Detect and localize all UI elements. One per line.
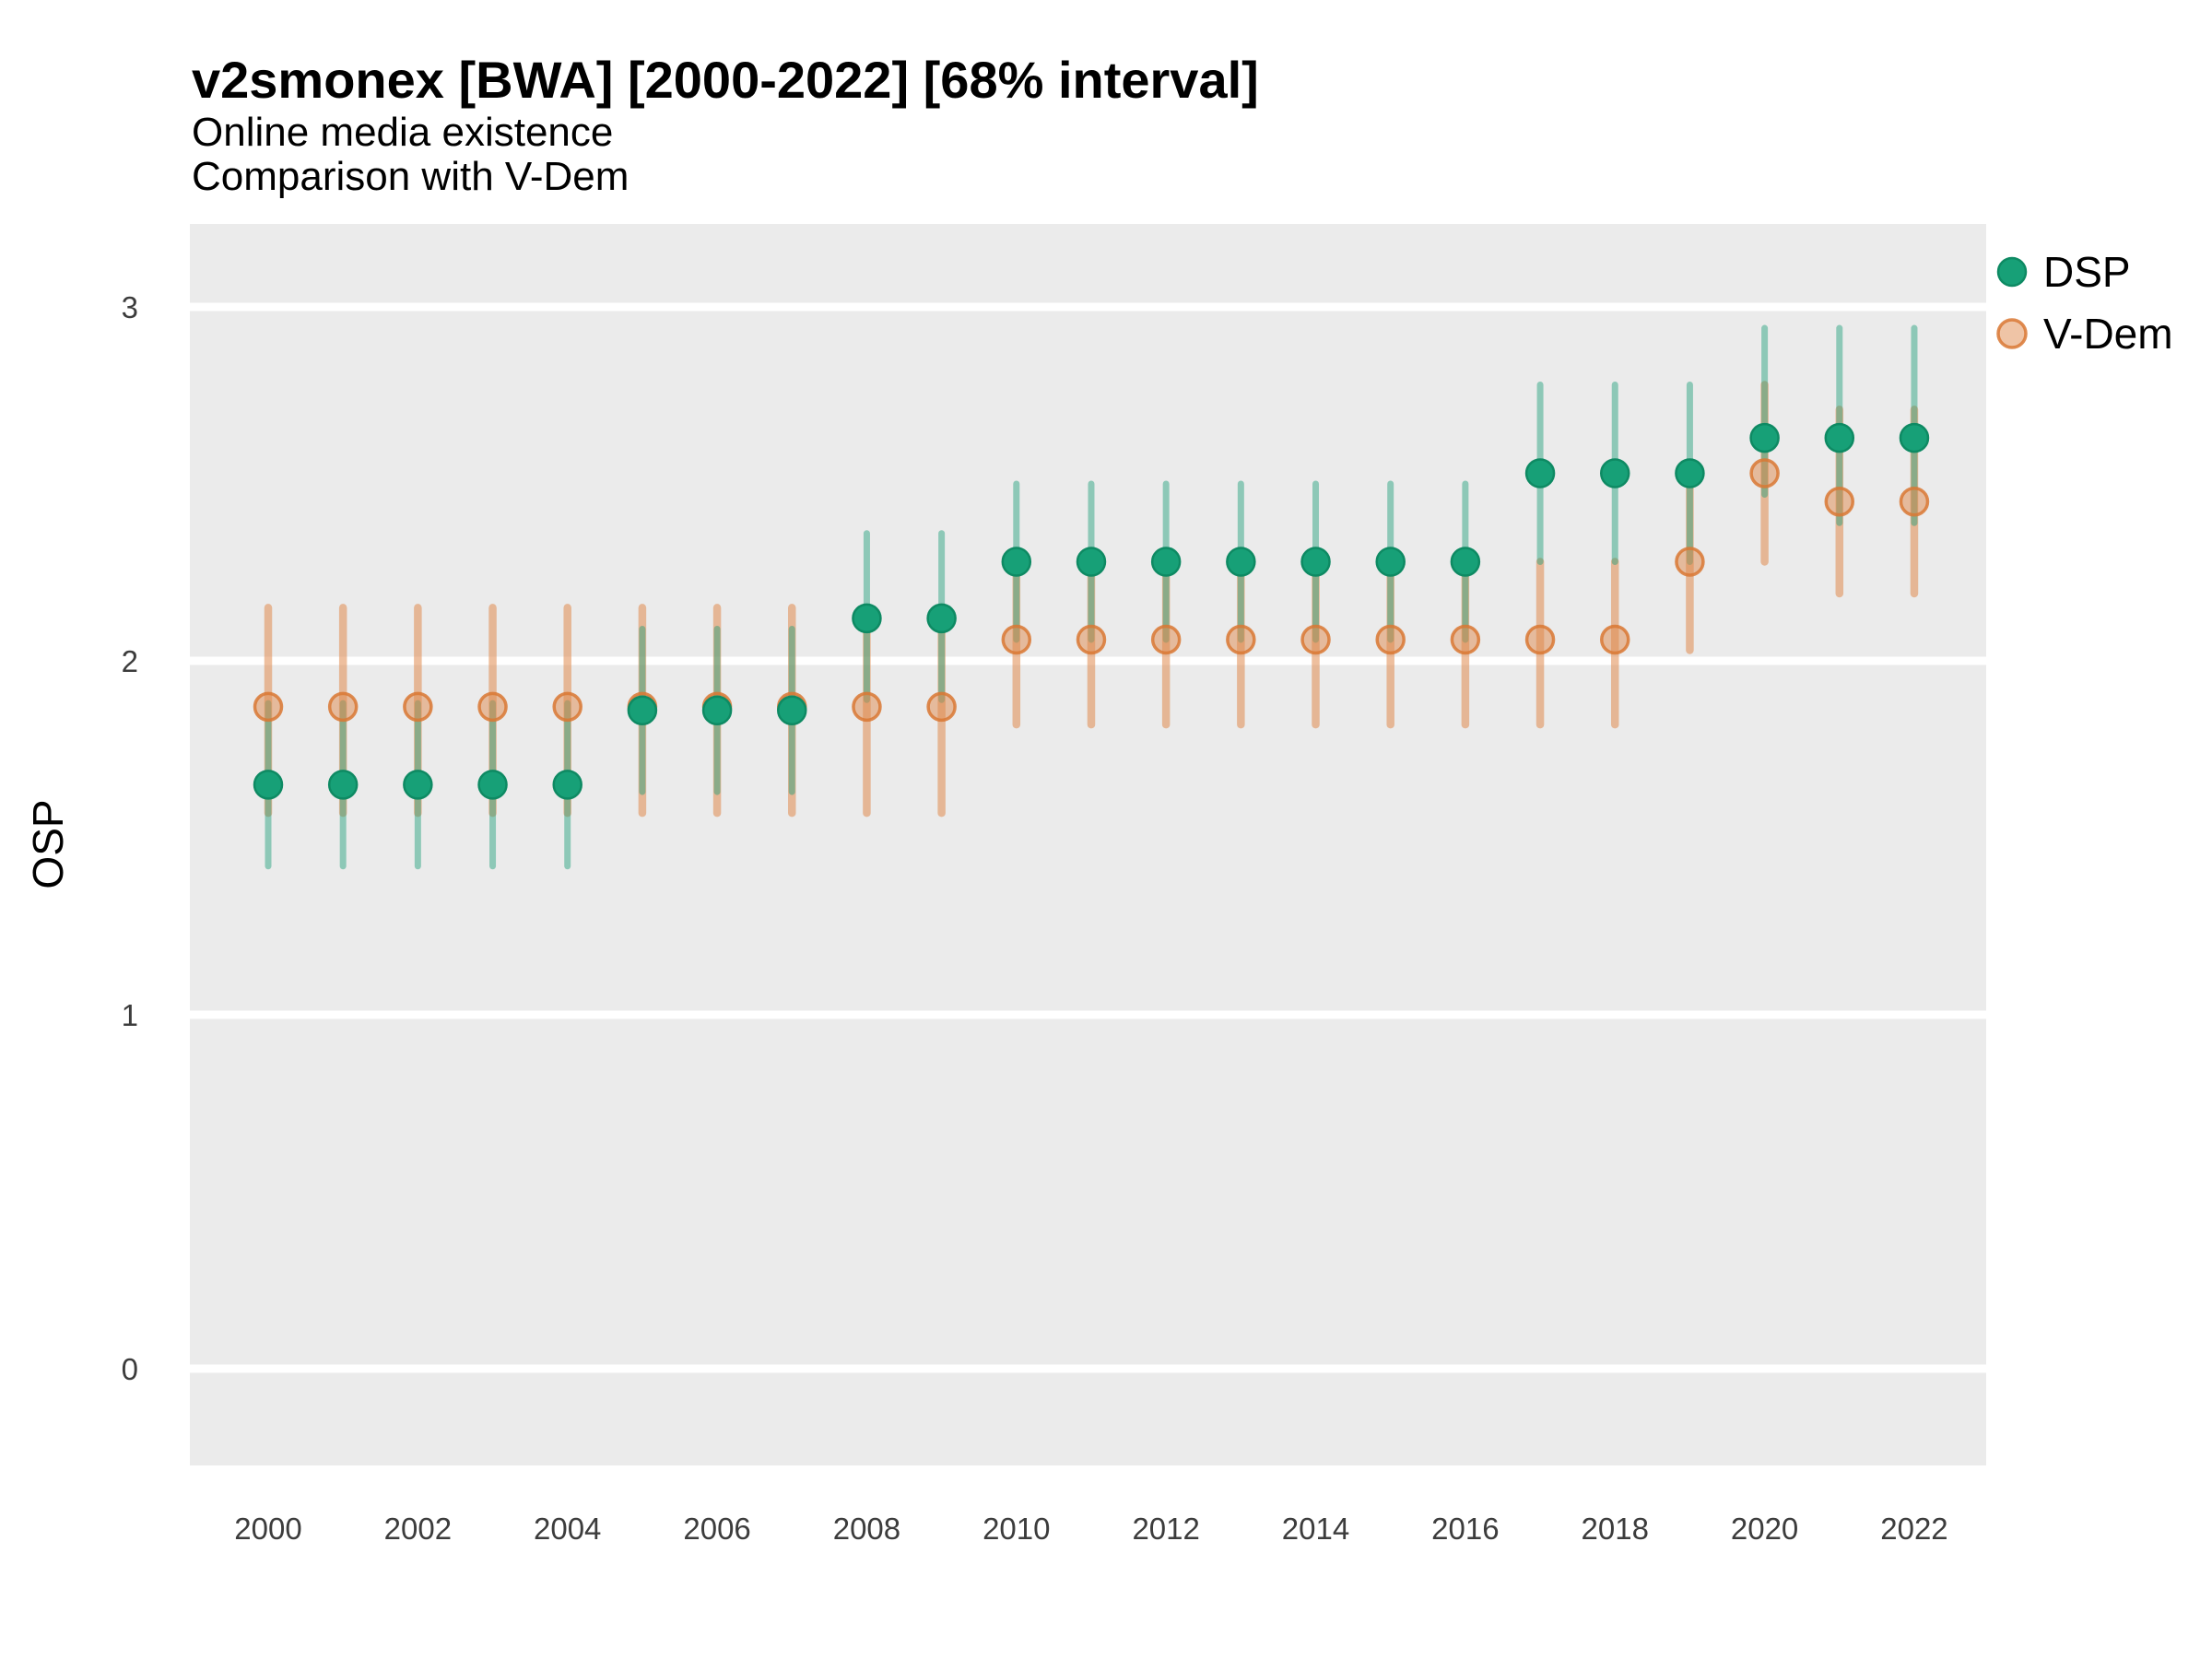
vdem-point-2018 — [1599, 624, 1630, 655]
vdem-point-2013 — [1226, 624, 1256, 655]
dsp-point-2014 — [1300, 547, 1331, 577]
y-tick-label-3: 3 — [122, 290, 138, 324]
vdem-point-2009 — [926, 691, 957, 723]
dsp-point-2005 — [627, 695, 658, 726]
x-tick-label-2004: 2004 — [534, 1512, 601, 1546]
dsp-point-2016 — [1450, 547, 1481, 577]
dsp-point-2002 — [403, 770, 433, 800]
gridline-y-3 — [190, 302, 1986, 312]
x-tick-label-2016: 2016 — [1431, 1512, 1499, 1546]
dsp-point-2000 — [253, 770, 284, 800]
dsp-point-2011 — [1076, 547, 1107, 577]
dsp-point-2001 — [327, 770, 359, 800]
dsp-point-2004 — [552, 770, 582, 800]
dsp-point-2012 — [1150, 547, 1182, 577]
x-tick-label-2014: 2014 — [1282, 1512, 1349, 1546]
data-points — [253, 422, 1930, 800]
vdem-point-2020 — [1749, 458, 1780, 488]
x-tick-label-2008: 2008 — [833, 1512, 900, 1546]
page-subtitle: Online media existence — [192, 110, 613, 155]
y-tick-label-1: 1 — [122, 998, 138, 1032]
dsp-point-2019 — [1675, 458, 1705, 488]
dsp-point-2020 — [1749, 422, 1780, 453]
x-tick-label-2002: 2002 — [384, 1512, 452, 1546]
dsp-point-2017 — [1524, 458, 1556, 488]
legend-label-vdem: V-Dem — [2043, 310, 2173, 358]
dsp-point-2007 — [777, 695, 807, 726]
legend-swatch-vdem-icon — [1996, 318, 2028, 349]
vdem-point-2004 — [552, 691, 582, 723]
vdem-point-2011 — [1076, 624, 1107, 655]
x-tick-label-2020: 2020 — [1731, 1512, 1798, 1546]
vdem-point-2002 — [403, 691, 433, 723]
legend: DSP V-Dem — [1996, 248, 2173, 358]
panel-background — [190, 224, 1986, 1465]
dsp-point-2022 — [1899, 422, 1930, 453]
y-tick-label-2: 2 — [122, 644, 138, 678]
vdem-point-2022 — [1899, 486, 1930, 517]
vdem-point-2008 — [852, 691, 882, 723]
gridline-y-0 — [190, 1364, 1986, 1373]
vdem-point-2012 — [1150, 624, 1182, 655]
legend-item-dsp: DSP — [1996, 248, 2131, 296]
x-tick-label-2006: 2006 — [683, 1512, 750, 1546]
dsp-point-2010 — [1001, 547, 1032, 577]
x-tick-label-2010: 2010 — [982, 1512, 1050, 1546]
vdem-point-2014 — [1300, 624, 1331, 655]
dsp-point-2009 — [926, 603, 957, 634]
vdem-point-2016 — [1450, 624, 1481, 655]
vdem-point-2019 — [1675, 547, 1705, 577]
legend-swatch-dsp-icon — [1996, 256, 2028, 288]
dsp-point-2003 — [477, 770, 508, 800]
page-title: v2smonex [BWA] [2000-2022] [68% interval… — [192, 51, 1259, 109]
legend-label-dsp: DSP — [2043, 248, 2131, 296]
x-tick-label-2000: 2000 — [234, 1512, 301, 1546]
y-tick-label-0: 0 — [122, 1352, 138, 1386]
vdem-point-2000 — [253, 691, 284, 723]
vdem-point-2003 — [477, 691, 508, 723]
vdem-point-2021 — [1824, 486, 1855, 517]
page-subtitle-2: Comparison with V-Dem — [192, 154, 629, 199]
gridline-y-1 — [190, 1010, 1986, 1019]
legend-item-vdem: V-Dem — [1996, 310, 2173, 358]
vdem-point-2010 — [1001, 624, 1032, 655]
dsp-point-2015 — [1375, 547, 1406, 577]
dsp-point-2018 — [1599, 458, 1630, 488]
vdem-point-2017 — [1524, 624, 1556, 655]
dsp-point-2013 — [1226, 547, 1256, 577]
x-tick-label-2022: 2022 — [1880, 1512, 1947, 1546]
y-axis-title: OSP — [24, 799, 72, 888]
dsp-point-2021 — [1824, 422, 1855, 453]
dsp-point-2006 — [701, 695, 733, 726]
x-tick-label-2018: 2018 — [1582, 1512, 1649, 1546]
x-tick-label-2012: 2012 — [1132, 1512, 1199, 1546]
vdem-point-2001 — [327, 691, 359, 723]
dsp-point-2008 — [852, 603, 882, 634]
vdem-point-2015 — [1375, 624, 1406, 655]
